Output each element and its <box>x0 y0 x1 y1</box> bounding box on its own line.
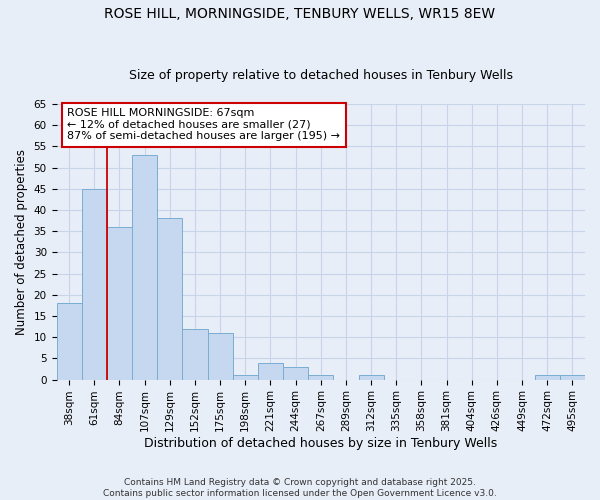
Bar <box>132 155 157 380</box>
Bar <box>107 227 132 380</box>
Text: ROSE HILL MORNINGSIDE: 67sqm
← 12% of detached houses are smaller (27)
87% of se: ROSE HILL MORNINGSIDE: 67sqm ← 12% of de… <box>67 108 340 142</box>
Bar <box>308 376 334 380</box>
Y-axis label: Number of detached properties: Number of detached properties <box>15 149 28 335</box>
Bar <box>56 304 82 380</box>
Text: ROSE HILL, MORNINGSIDE, TENBURY WELLS, WR15 8EW: ROSE HILL, MORNINGSIDE, TENBURY WELLS, W… <box>104 8 496 22</box>
Bar <box>283 367 308 380</box>
Bar <box>560 376 585 380</box>
Bar <box>359 376 383 380</box>
Bar <box>208 333 233 380</box>
Title: Size of property relative to detached houses in Tenbury Wells: Size of property relative to detached ho… <box>129 69 513 82</box>
Bar <box>82 189 107 380</box>
Bar <box>157 218 182 380</box>
Bar <box>182 328 208 380</box>
Bar <box>258 362 283 380</box>
Text: Contains HM Land Registry data © Crown copyright and database right 2025.
Contai: Contains HM Land Registry data © Crown c… <box>103 478 497 498</box>
Bar <box>233 376 258 380</box>
Bar <box>535 376 560 380</box>
X-axis label: Distribution of detached houses by size in Tenbury Wells: Distribution of detached houses by size … <box>144 437 497 450</box>
